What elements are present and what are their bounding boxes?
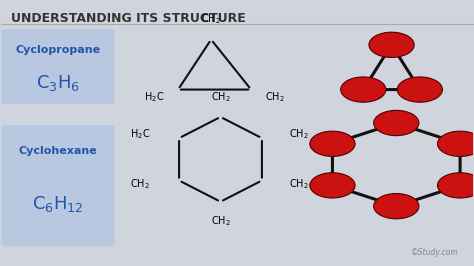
Text: $\mathsf{CH_2}$: $\mathsf{CH_2}$ [289,127,309,141]
Text: $\mathsf{H_2C}$: $\mathsf{H_2C}$ [129,127,150,141]
Circle shape [310,173,355,198]
Text: $\mathsf{H_2C}$: $\mathsf{H_2C}$ [144,90,164,104]
Text: $\mathsf{CH_2}$: $\mathsf{CH_2}$ [130,178,150,191]
Text: UNDERSTANDING ITS STRUCTURE: UNDERSTANDING ITS STRUCTURE [11,12,246,25]
Circle shape [374,110,419,136]
Circle shape [374,194,419,219]
FancyBboxPatch shape [1,29,115,104]
Text: $\mathsf{CH_2}$: $\mathsf{CH_2}$ [289,178,309,191]
Circle shape [341,77,386,102]
Text: Cyclopropane: Cyclopropane [15,45,100,55]
Circle shape [438,131,474,156]
Text: $\mathsf{CH_2}$: $\mathsf{CH_2}$ [201,13,221,26]
Circle shape [438,173,474,198]
Text: $\mathsf{CH_2}$: $\mathsf{CH_2}$ [265,90,285,104]
FancyBboxPatch shape [1,125,115,246]
Circle shape [397,77,442,102]
Text: $\mathsf{CH_2}$: $\mathsf{CH_2}$ [210,214,230,228]
Text: Cyclohexane: Cyclohexane [18,146,97,156]
Text: $\mathsf{C_3H_6}$: $\mathsf{C_3H_6}$ [36,73,80,93]
Text: ©Study.com: ©Study.com [411,248,458,257]
Circle shape [310,131,355,156]
Circle shape [369,32,414,57]
Text: $\mathsf{CH_2}$: $\mathsf{CH_2}$ [210,90,230,104]
Text: $\mathsf{C_6H_{12}}$: $\mathsf{C_6H_{12}}$ [32,194,84,214]
